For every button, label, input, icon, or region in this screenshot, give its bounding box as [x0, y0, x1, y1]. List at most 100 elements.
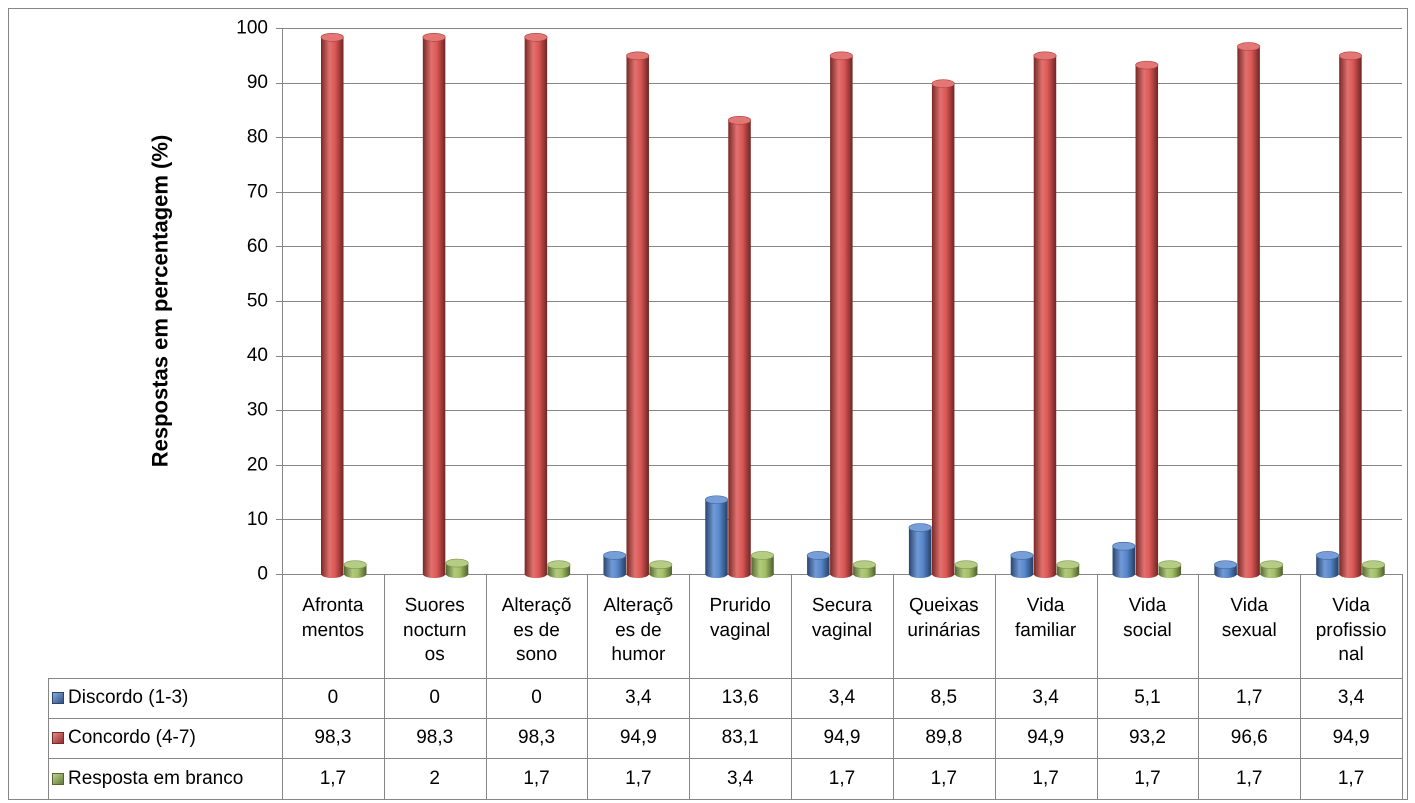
bar-cap — [1056, 560, 1080, 570]
category-label: Afrontamentos — [301, 595, 365, 641]
y-tick-label: 30 — [247, 400, 268, 421]
bar-body — [705, 499, 728, 574]
bar-body — [626, 55, 649, 574]
bar-cap — [931, 79, 955, 88]
category-label: Alterações de sono — [501, 595, 572, 665]
bar-cap — [320, 32, 344, 42]
bar-cap — [1214, 560, 1238, 570]
bar-discordo-1-3-secura-vaginal — [806, 551, 830, 578]
table-cell-resposta-em-branco: 1,7 — [828, 768, 856, 789]
bar-body — [1316, 555, 1339, 574]
y-axis-label: Respostas em percentagem (%) — [148, 135, 173, 468]
category-label: Alterações de humor — [603, 595, 674, 665]
table-cell-discordo-1-3: 0 — [327, 687, 339, 708]
bar-resposta-em-branco-vida-profissional — [1361, 560, 1385, 578]
bar-concordo-4-7-queixas-urinarias — [931, 79, 955, 578]
bar-concordo-4-7-vida-profissional — [1338, 51, 1362, 578]
bar-cap — [852, 560, 876, 570]
bar-cap — [750, 551, 775, 560]
table-cell-concordo-4-7: 94,9 — [1027, 727, 1065, 748]
bar-body — [649, 564, 672, 574]
table-cell-resposta-em-branco: 1,7 — [625, 768, 652, 789]
y-tick-label: 80 — [247, 127, 268, 148]
category-label: Vida sexual — [1221, 595, 1277, 641]
bar-body — [524, 37, 548, 575]
bar-concordo-4-7-alteracoes-de-humor — [626, 51, 650, 578]
bar-cap — [806, 551, 830, 560]
bar-body — [853, 564, 876, 574]
bar-resposta-em-branco-vida-sexual — [1260, 560, 1284, 578]
bar-cap — [445, 558, 469, 568]
bar-body — [728, 120, 751, 575]
bar-body — [1260, 564, 1283, 574]
category-label: Suores nocturnos — [403, 595, 467, 665]
table-cell-discordo-1-3: 3,4 — [828, 687, 856, 708]
table-cell-resposta-em-branco: 1,7 — [523, 768, 550, 789]
bar-discordo-1-3-alteracoes-de-humor — [603, 551, 627, 578]
bar-cap — [524, 32, 548, 42]
bar-discordo-1-3-vida-social — [1112, 541, 1136, 578]
category-label: Queixas urinárias — [907, 595, 981, 641]
bar-cap — [343, 560, 367, 570]
bar-concordo-4-7-secura-vaginal — [829, 51, 853, 578]
legend-label: Discordo (1-3) — [68, 687, 189, 708]
table-cell-resposta-em-branco: 1,7 — [1032, 768, 1059, 789]
bar-concordo-4-7-vida-familiar — [1033, 51, 1057, 578]
bar-body — [547, 564, 571, 574]
category-label: Vida familiar — [1015, 595, 1077, 641]
category-label: Vida social — [1123, 595, 1172, 641]
bar-body — [1010, 555, 1034, 574]
table-cell-resposta-em-branco: 1,7 — [1134, 768, 1161, 789]
bar-cap — [400, 570, 423, 578]
y-axis-ticks: 0 10 20 30 40 50 60 70 80 90 100 — [236, 18, 268, 585]
bar-body — [1362, 564, 1385, 574]
legend-key-discordo-1-3 — [52, 692, 64, 704]
bar-discordo-1-3-prurido-vaginal — [704, 495, 729, 578]
bar-cap — [727, 115, 752, 125]
table-cell-discordo-1-3: 3,4 — [625, 687, 652, 708]
bar-resposta-em-branco-prurido-vaginal — [750, 551, 775, 578]
table-cell-discordo-1-3: 3,4 — [1032, 687, 1059, 708]
data-table-lines — [48, 574, 1403, 800]
table-cell-discordo-1-3: 13,6 — [721, 687, 759, 708]
bar-cap — [829, 51, 853, 61]
y-tick-label: 10 — [247, 509, 268, 530]
y-tick-label: 40 — [247, 345, 268, 366]
bars — [320, 32, 1385, 578]
bar-body — [1056, 564, 1080, 574]
y-tick-label: 90 — [247, 72, 268, 93]
bar-concordo-4-7-suores-nocturnos — [422, 32, 446, 578]
table-cell-discordo-1-3: 8,5 — [930, 687, 958, 708]
bar-discordo-1-3-vida-sexual — [1214, 560, 1238, 578]
table-cell-discordo-1-3: 5,1 — [1134, 687, 1161, 708]
bar-resposta-em-branco-alteracoes-de-humor — [649, 560, 673, 578]
category-label: Vida profissional — [1315, 595, 1387, 665]
bar-resposta-em-branco-vida-familiar — [1056, 560, 1080, 578]
table-cell-concordo-4-7: 96,6 — [1230, 727, 1268, 748]
table-cell-discordo-1-3: 1,7 — [1236, 687, 1263, 708]
table-cell-concordo-4-7: 93,2 — [1128, 727, 1166, 748]
table-cell-resposta-em-branco: 1,7 — [319, 768, 347, 789]
table-cell-concordo-4-7: 94,9 — [619, 727, 657, 748]
y-tick-label: 20 — [247, 454, 268, 475]
table-cell-resposta-em-branco: 3,4 — [726, 768, 754, 789]
bar-cap — [603, 551, 627, 560]
table-cell-concordo-4-7: 94,9 — [823, 727, 861, 748]
bar-concordo-4-7-prurido-vaginal — [727, 115, 752, 578]
bar-discordo-1-3-vida-profissional — [1315, 551, 1339, 578]
legend-label: Resposta em branco — [68, 767, 244, 789]
bar-resposta-em-branco-afrontamentos — [343, 560, 367, 578]
table-cell-resposta-em-branco: 1,7 — [1236, 768, 1263, 789]
bar-cap — [1033, 51, 1057, 61]
y-tick-label: 70 — [247, 181, 268, 202]
bar-cap — [1135, 60, 1159, 70]
bar-cap — [1010, 551, 1034, 560]
bar-resposta-em-branco-suores-nocturnos — [445, 558, 469, 578]
legend-entry-concordo-4-7: Concordo (4-7) — [48, 718, 282, 758]
bar-concordo-4-7-vida-sexual — [1237, 42, 1261, 578]
bar-body — [344, 564, 367, 574]
bar-cap — [1112, 541, 1136, 551]
table-cell-resposta-em-branco: 1,7 — [930, 768, 958, 789]
bar-discordo-1-3-vida-familiar — [1010, 551, 1034, 578]
bar-concordo-4-7-vida-social — [1135, 60, 1159, 578]
